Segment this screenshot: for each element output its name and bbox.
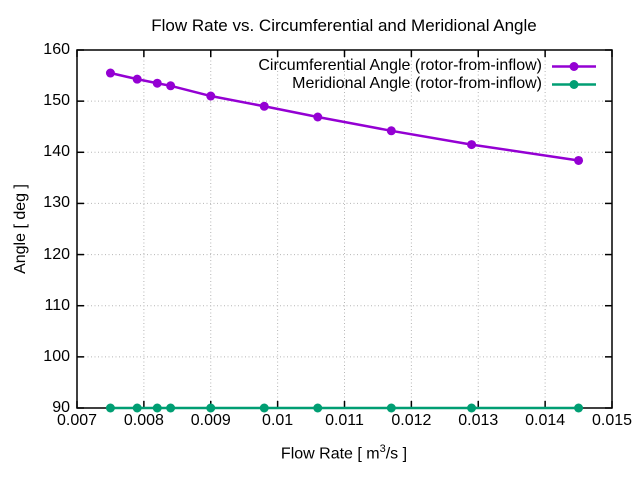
legend: Circumferential Angle (rotor-from-inflow… xyxy=(258,57,597,93)
legend-sample-line-icon xyxy=(552,79,596,89)
y-tick-label: 120 xyxy=(43,245,70,263)
legend-entry-meridional: Meridional Angle (rotor-from-inflow) xyxy=(258,75,597,93)
chart-title: Flow Rate vs. Circumferential and Meridi… xyxy=(151,16,537,35)
series-point-1 xyxy=(206,403,216,413)
x-tick-label: 0.013 xyxy=(458,412,499,429)
x-tick-label: 0.009 xyxy=(190,412,231,429)
x-tick-label: 0.008 xyxy=(123,412,164,429)
y-axis-label: Angle [ deg ] xyxy=(12,184,29,274)
y-tick-label: 150 xyxy=(43,92,70,110)
y-tick-label: 100 xyxy=(43,347,70,365)
legend-entry-circumferential: Circumferential Angle (rotor-from-inflow… xyxy=(258,57,597,75)
x-tick-label: 0.011 xyxy=(325,412,364,429)
series-point-1 xyxy=(386,403,396,413)
series-point-0 xyxy=(259,101,269,111)
legend-sample-line-icon xyxy=(552,61,596,71)
series-line-0 xyxy=(110,71,579,162)
series-point-1 xyxy=(152,403,162,413)
series-point-1 xyxy=(166,403,176,413)
y-tick-label: 90 xyxy=(52,399,70,416)
x-axis-label-superscript: 3 xyxy=(379,443,386,455)
series-point-0 xyxy=(105,68,115,78)
series-point-0 xyxy=(152,78,162,88)
x-tick-label: 0.01 xyxy=(262,412,294,429)
y-tick-label: 110 xyxy=(44,296,70,314)
x-tick-label: 0.014 xyxy=(525,412,566,429)
x-tick-label: 0.007 xyxy=(56,412,98,429)
y-tick-label: 140 xyxy=(43,143,70,161)
x-axis-label-suffix: /s ] xyxy=(385,445,408,463)
y-tick-label: 160 xyxy=(43,41,70,58)
series-point-1 xyxy=(259,403,269,413)
legend-label-circumferential: Circumferential Angle (rotor-from-inflow… xyxy=(258,57,542,74)
series-point-1 xyxy=(105,403,115,413)
y-tick-label: 130 xyxy=(43,194,70,212)
series-point-0 xyxy=(467,140,477,150)
series-point-1 xyxy=(574,403,584,413)
x-tick-label: 0.012 xyxy=(391,412,432,429)
series-point-0 xyxy=(132,74,142,84)
series-point-0 xyxy=(574,155,584,165)
x-tick-label: 0.015 xyxy=(591,412,633,429)
legend-label-meridional: Meridional Angle (rotor-from-inflow) xyxy=(292,75,542,92)
x-axis-label: Flow Rate [ m3/s ] xyxy=(194,443,494,463)
series-point-1 xyxy=(132,403,142,413)
series-point-0 xyxy=(313,112,323,122)
series-point-0 xyxy=(206,91,216,101)
series-point-1 xyxy=(467,403,477,413)
series-point-1 xyxy=(313,403,323,413)
series-point-0 xyxy=(386,126,396,136)
series-point-0 xyxy=(166,81,176,91)
x-axis-label-prefix: Flow Rate [ m xyxy=(280,445,380,463)
